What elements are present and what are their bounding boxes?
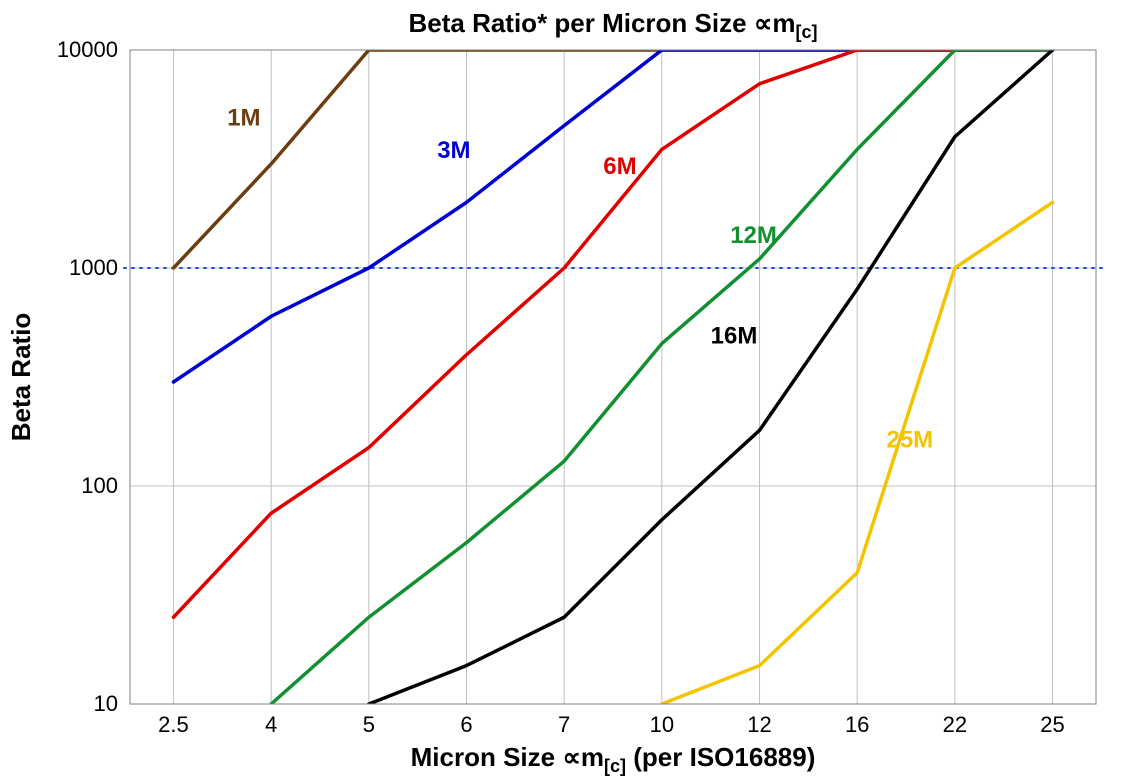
chart-title: Beta Ratio* per Micron Size ∝m[c] xyxy=(408,8,817,42)
beta-ratio-chart: 1M 3M 6M 12M 16M 25M 2.5 4 5 6 7 10 12 16 22 25 10 100 100… xyxy=(0,0,1136,784)
x-tick-label: 2.5 xyxy=(158,712,189,737)
series-label-1M: 1M xyxy=(227,105,260,132)
chart-container: 1M 3M 6M 12M 16M 25M 2.5 4 5 6 7 10 12 16 22 25 10 100 100… xyxy=(0,0,1136,784)
y-tick-label: 1000 xyxy=(69,255,118,280)
x-tick-label: 16 xyxy=(845,712,869,737)
series-label-3M: 3M xyxy=(437,137,470,164)
y-tick-label: 10 xyxy=(94,691,118,716)
series-label-25M: 25M xyxy=(886,427,933,454)
x-tick-label: 10 xyxy=(650,712,674,737)
x-tick-label: 6 xyxy=(460,712,472,737)
x-tick-label: 22 xyxy=(943,712,967,737)
x-tick-label: 7 xyxy=(558,712,570,737)
y-axis-label: Beta Ratio xyxy=(6,313,36,442)
series-label-12M: 12M xyxy=(730,222,777,249)
y-tick-label: 10000 xyxy=(57,37,118,62)
x-tick-label: 12 xyxy=(747,712,771,737)
x-tick-label: 4 xyxy=(265,712,277,737)
y-tick-label: 100 xyxy=(81,473,118,498)
x-tick-label: 5 xyxy=(363,712,375,737)
series-label-6M: 6M xyxy=(603,153,636,180)
series-label-16M: 16M xyxy=(711,323,758,350)
x-tick-label: 25 xyxy=(1040,712,1064,737)
